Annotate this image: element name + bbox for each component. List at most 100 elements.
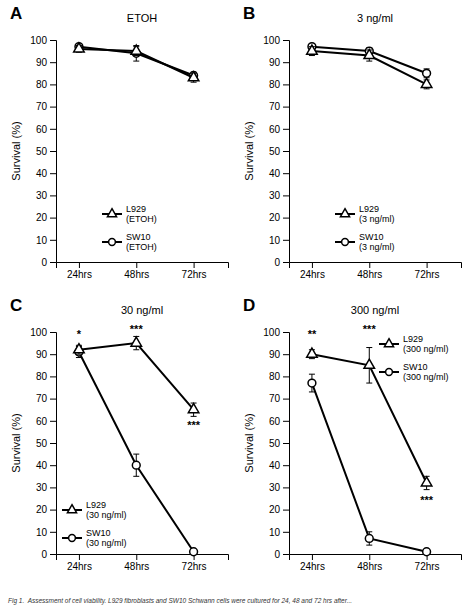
y-tick: 10: [36, 527, 56, 538]
x-tick: 48hrs: [124, 554, 149, 572]
panel: 24hrs48hrs72hrs0102030405060708090100Sur…: [243, 296, 462, 572]
marker: [188, 404, 199, 413]
legend-marker: [67, 505, 76, 513]
legend-marker: [386, 369, 393, 376]
y-tick: 0: [274, 257, 289, 268]
y-tick-label: 40: [36, 168, 48, 179]
y-tick-label: 30: [36, 482, 48, 493]
legend-entry: SW10(30 ng/ml): [62, 528, 127, 548]
legend-entry: L929(300 ng/ml): [379, 334, 449, 354]
y-tick-label: 70: [36, 393, 48, 404]
y-tick-label: 70: [269, 393, 281, 404]
legend: L929(3 ng/ml)SW10(3 ng/ml): [335, 204, 395, 252]
annotation: *: [77, 328, 82, 340]
marker: [188, 72, 199, 81]
y-tick-label: 80: [269, 79, 281, 90]
y-tick-mark: [50, 376, 56, 377]
x-tick-mark: [312, 554, 313, 560]
y-tick-mark: [283, 532, 289, 533]
y-tick-mark: [283, 40, 289, 41]
y-axis-line: [50, 333, 57, 555]
marker: [421, 477, 432, 486]
y-tick: 70: [36, 101, 56, 112]
y-tick-mark: [50, 465, 56, 466]
y-tick-mark: [283, 218, 289, 219]
y-tick-mark: [50, 510, 56, 511]
title: 300 ng/ml: [351, 304, 399, 316]
y-tick: 100: [263, 327, 289, 338]
legend-label: L929(300 ng/ml): [403, 334, 449, 354]
y-axis-title: Survival (%): [10, 413, 22, 472]
y-axis: 0102030405060708090100: [30, 35, 56, 268]
panel-label: C: [10, 296, 22, 315]
legend-label: L929(ETOH): [126, 204, 157, 224]
y-tick: 80: [36, 371, 56, 382]
y-tick: 30: [36, 482, 56, 493]
y-tick-mark: [283, 151, 289, 152]
y-tick: 30: [269, 482, 289, 493]
x-tick-mark: [312, 262, 313, 268]
panel: 24hrs48hrs72hrs0102030405060708090100Sur…: [10, 296, 229, 572]
y-tick-mark: [283, 554, 289, 555]
y-tick-label: 60: [269, 416, 281, 427]
y-tick-mark: [283, 107, 289, 108]
x-tick-mark: [369, 262, 370, 268]
error-bar: [424, 69, 430, 78]
y-tick-label: 0: [274, 257, 280, 268]
marker: [74, 344, 85, 353]
y-tick-label: 0: [41, 549, 47, 560]
y-tick-mark: [283, 443, 289, 444]
legend-entry: L929(3 ng/ml): [335, 204, 395, 224]
y-axis: 0102030405060708090100: [263, 35, 289, 268]
y-tick: 20: [36, 212, 56, 223]
marker: [131, 337, 142, 346]
y-tick-mark: [50, 487, 56, 488]
y-tick-mark: [283, 129, 289, 130]
annotation: ***: [130, 323, 144, 335]
y-tick-mark: [50, 107, 56, 108]
y-tick-mark: [50, 532, 56, 533]
y-tick-mark: [283, 399, 289, 400]
y-tick: 60: [36, 416, 56, 427]
y-tick: 50: [36, 438, 56, 449]
y-tick-mark: [283, 487, 289, 488]
y-tick: 10: [36, 235, 56, 246]
y-tick-label: 20: [269, 212, 281, 223]
y-tick-label: 90: [269, 349, 281, 360]
marker: [307, 45, 318, 54]
legend-label: L929(30 ng/ml): [86, 500, 127, 520]
annotation: ***: [187, 419, 201, 431]
y-axis-line: [50, 41, 57, 263]
x-tick-mark: [136, 554, 137, 560]
caption: Fig 1. Assessment of cell viability. L92…: [8, 597, 352, 605]
y-tick-mark: [283, 421, 289, 422]
y-tick: 40: [269, 460, 289, 471]
y-tick: 90: [269, 349, 289, 360]
y-tick-label: 40: [269, 460, 281, 471]
series: [75, 43, 197, 80]
x-tick-label: 48hrs: [357, 269, 382, 280]
y-tick: 100: [263, 35, 289, 46]
x-tick: 72hrs: [182, 554, 207, 572]
marker: [421, 78, 432, 87]
y-tick-mark: [50, 151, 56, 152]
y-tick: 70: [269, 393, 289, 404]
y-tick-mark: [283, 262, 289, 263]
y-tick-label: 50: [269, 438, 281, 449]
y-tick-label: 80: [36, 371, 48, 382]
y-tick: 10: [269, 235, 289, 246]
x-tick-label: 48hrs: [124, 561, 149, 572]
legend-label: SW10(300 ng/ml): [403, 362, 449, 382]
x-tick: 24hrs: [300, 262, 325, 280]
x-tick: 72hrs: [182, 262, 207, 280]
y-tick: 90: [36, 57, 56, 68]
y-tick-label: 20: [36, 504, 48, 515]
series: [307, 348, 432, 490]
x-axis: 24hrs48hrs72hrs: [290, 262, 462, 280]
x-tick: 24hrs: [300, 554, 325, 572]
panel: 24hrs48hrs72hrs0102030405060708090100Sur…: [10, 4, 229, 280]
y-tick-mark: [283, 173, 289, 174]
y-tick-label: 30: [269, 190, 281, 201]
legend-marker: [107, 209, 116, 217]
x-axis: 24hrs48hrs72hrs: [290, 554, 462, 572]
